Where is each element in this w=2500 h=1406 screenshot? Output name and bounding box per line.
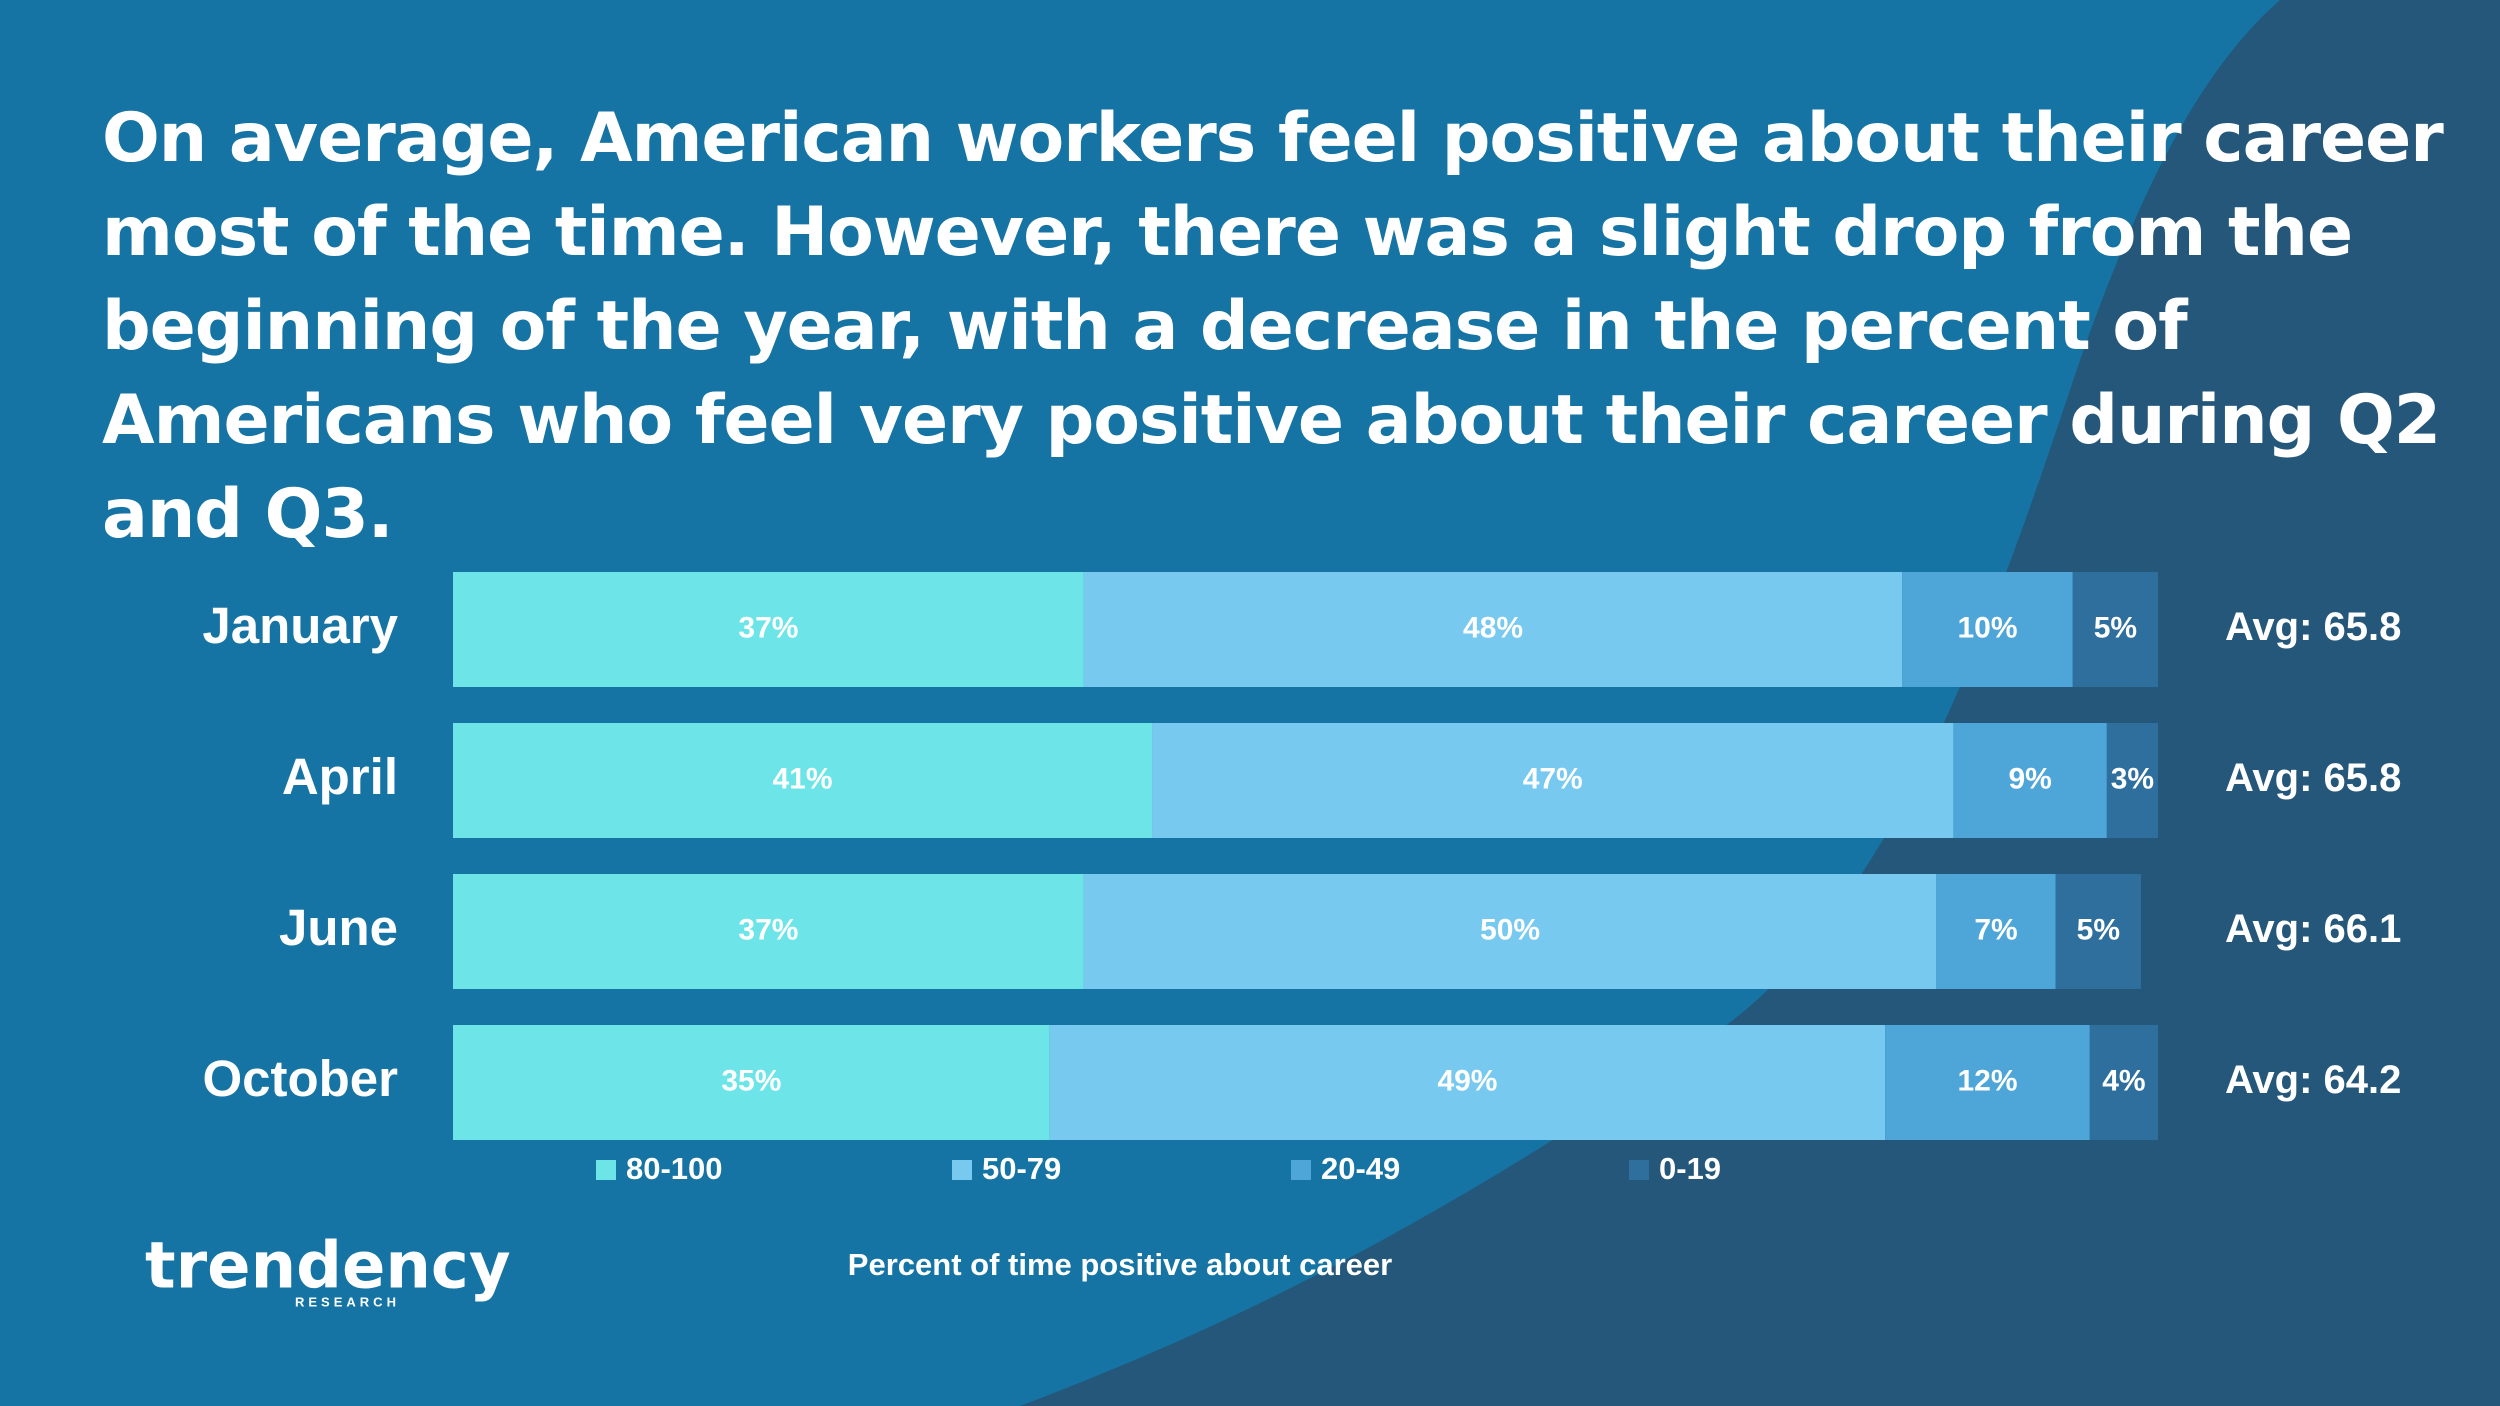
logo: trendency	[145, 1230, 511, 1304]
value-label: 9%	[2008, 762, 2051, 795]
bar-segment	[453, 1025, 1050, 1140]
bar-segment	[1902, 572, 2073, 687]
legend-label: 0-19	[1659, 1151, 1721, 1186]
average-label: Avg: 65.8	[2225, 605, 2401, 649]
legend-swatch	[1291, 1160, 1311, 1180]
value-label: 12%	[1957, 1064, 2017, 1097]
bar-segment	[1083, 572, 1903, 687]
bar-segment	[1152, 723, 1954, 838]
legend-label: 80-100	[626, 1151, 723, 1186]
value-label: 7%	[1974, 913, 2017, 946]
bar-segment	[453, 874, 1084, 989]
average-label: Avg: 64.2	[2225, 1058, 2401, 1102]
value-label: 3%	[2111, 762, 2154, 795]
category-label: January	[202, 597, 398, 654]
value-label: 5%	[2077, 913, 2120, 946]
value-label: 47%	[1523, 762, 1583, 795]
bar-segment	[1885, 1025, 2090, 1140]
title: On average, American workers feel positi…	[102, 99, 2444, 554]
bar-segment	[1083, 874, 1937, 989]
bar-segment	[453, 572, 1084, 687]
value-label: 37%	[738, 611, 798, 644]
value-label: 41%	[773, 762, 833, 795]
category-label: June	[279, 899, 398, 956]
bar-segment	[2055, 874, 2141, 989]
bar-segment	[2089, 1025, 2158, 1140]
x-axis-label: Percent of time positive about career	[848, 1247, 1392, 1282]
bar-segment	[1953, 723, 2107, 838]
category-label: October	[202, 1050, 398, 1107]
legend-swatch	[596, 1160, 616, 1180]
bar-segment	[2106, 723, 2158, 838]
value-label: 10%	[1957, 611, 2017, 644]
average-label: Avg: 65.8	[2225, 756, 2401, 800]
average-label: Avg: 66.1	[2225, 907, 2401, 951]
value-label: 49%	[1437, 1064, 1497, 1097]
legend-label: 20-49	[1321, 1151, 1400, 1186]
value-label: 37%	[738, 913, 798, 946]
legend-swatch	[952, 1160, 972, 1180]
value-label: 35%	[721, 1064, 781, 1097]
bar-segment	[1936, 874, 2056, 989]
value-label: 50%	[1480, 913, 1540, 946]
value-label: 5%	[2094, 611, 2137, 644]
logo-sub: RESEARCH	[295, 1294, 400, 1309]
legend-swatch	[1629, 1160, 1649, 1180]
bar-segment	[453, 723, 1153, 838]
bar-segment	[1049, 1025, 1886, 1140]
category-label: April	[282, 748, 398, 805]
bar-segment	[2072, 572, 2158, 687]
value-label: 4%	[2102, 1064, 2145, 1097]
value-label: 48%	[1463, 611, 1523, 644]
legend-label: 50-79	[982, 1151, 1061, 1186]
